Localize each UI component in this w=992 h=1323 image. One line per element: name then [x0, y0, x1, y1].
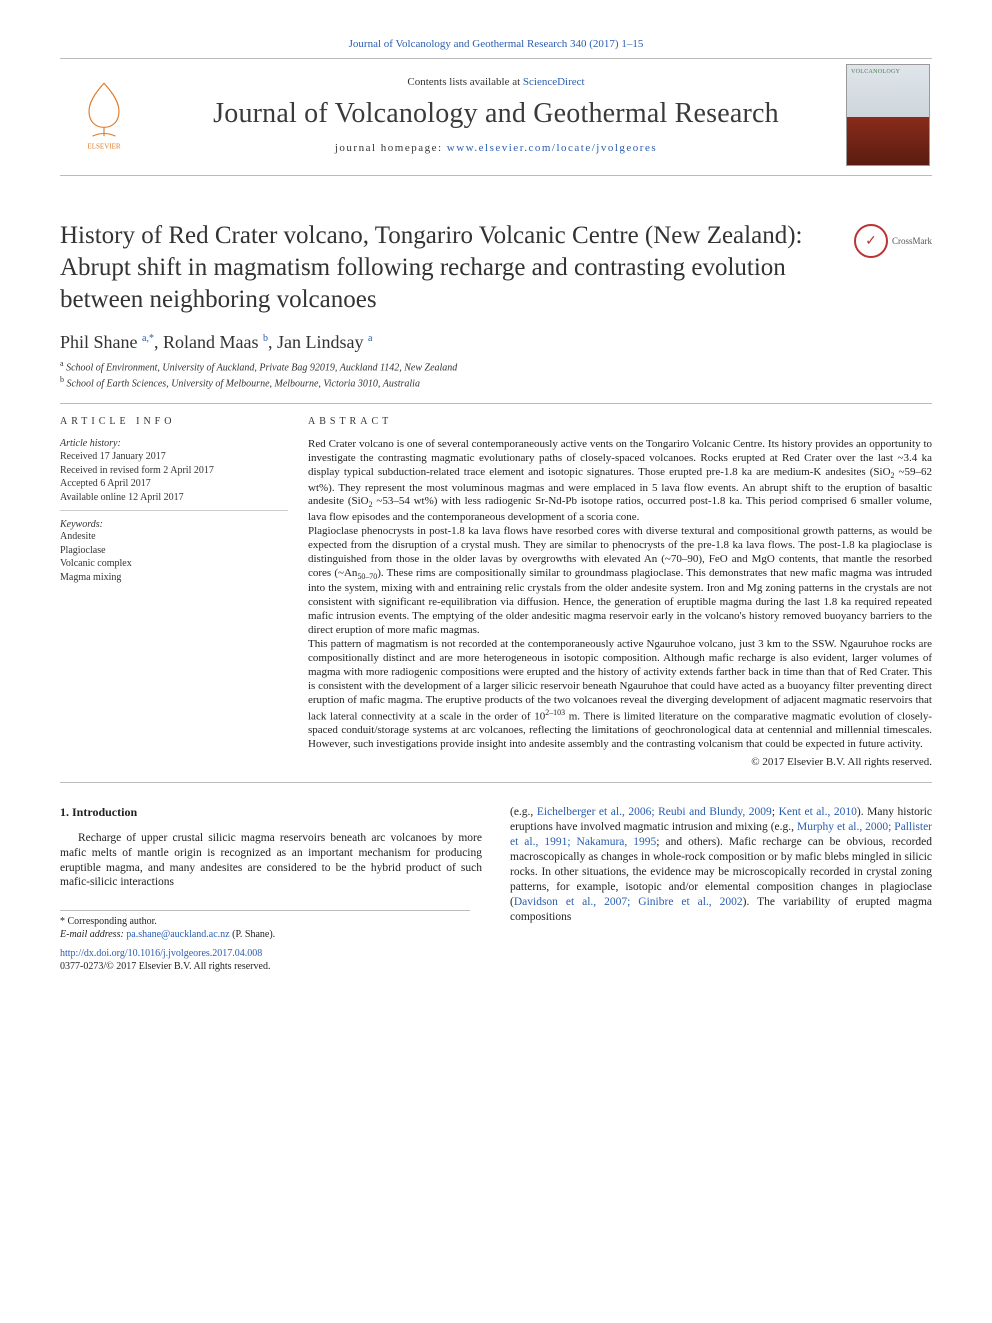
- corresponding-email[interactable]: pa.shane@auckland.ac.nz: [126, 929, 229, 940]
- sciencedirect-link[interactable]: ScienceDirect: [523, 76, 585, 88]
- rule: [60, 782, 932, 783]
- article-info: article info Article history: Received 1…: [60, 416, 308, 770]
- rule: [60, 403, 932, 404]
- history-heading: Article history:: [60, 437, 288, 451]
- contents-prefix: Contents lists available at: [407, 76, 522, 88]
- contents-line: Contents lists available at ScienceDirec…: [156, 76, 836, 88]
- keyword: Magma mixing: [60, 571, 288, 585]
- doi-block: http://dx.doi.org/10.1016/j.jvolgeores.2…: [60, 947, 932, 973]
- elsevier-tree-icon: ELSEVIER: [73, 78, 135, 152]
- history-accepted: Accepted 6 April 2017: [60, 477, 288, 491]
- keyword: Volcanic complex: [60, 557, 288, 571]
- corresponding-author: * Corresponding author.: [60, 915, 470, 928]
- abstract-para-2: Plagioclase phenocrysts in post-1.8 ka l…: [308, 525, 932, 638]
- history-revised: Received in revised form 2 April 2017: [60, 464, 288, 478]
- affiliation-a: a School of Environment, University of A…: [60, 359, 932, 375]
- authors: Phil Shane a,*, Roland Maas b, Jan Linds…: [60, 332, 932, 353]
- intro-heading: 1. Introduction: [60, 805, 482, 821]
- abstract-copyright: © 2017 Elsevier B.V. All rights reserved…: [308, 756, 932, 770]
- crossmark-badge[interactable]: ✓ CrossMark: [854, 224, 932, 258]
- journal-name: Journal of Volcanology and Geothermal Re…: [156, 98, 836, 130]
- abstract-para-3: This pattern of magmatism is not recorde…: [308, 638, 932, 752]
- masthead: ELSEVIER Contents lists available at Sci…: [60, 58, 932, 176]
- affiliations: a School of Environment, University of A…: [60, 359, 932, 391]
- keywords-heading: Keywords:: [60, 519, 288, 530]
- history-received: Received 17 January 2017: [60, 450, 288, 464]
- svg-text:ELSEVIER: ELSEVIER: [87, 142, 121, 150]
- citation-link[interactable]: Davidson et al., 2007; Ginibre et al., 2…: [514, 896, 743, 908]
- keyword: Plagioclase: [60, 544, 288, 558]
- journal-homepage-link[interactable]: www.elsevier.com/locate/jvolgeores: [447, 142, 657, 154]
- crossmark-label: CrossMark: [892, 236, 932, 246]
- publisher-logo: ELSEVIER: [60, 78, 148, 152]
- running-head: Journal of Volcanology and Geothermal Re…: [60, 38, 932, 50]
- homepage-label: journal homepage:: [335, 142, 447, 154]
- doi-link[interactable]: http://dx.doi.org/10.1016/j.jvolgeores.2…: [60, 948, 262, 959]
- journal-homepage-line: journal homepage: www.elsevier.com/locat…: [156, 142, 836, 154]
- article-title: History of Red Crater volcano, Tongariro…: [60, 220, 820, 316]
- citation-link[interactable]: Eichelberger et al., 2006; Reubi and Blu…: [537, 806, 772, 818]
- footnotes: * Corresponding author. E-mail address: …: [60, 910, 470, 941]
- abstract: abstract Red Crater volcano is one of se…: [308, 416, 932, 770]
- body-col-right: (e.g., Eichelberger et al., 2006; Reubi …: [510, 805, 932, 941]
- body: 1. Introduction Recharge of upper crusta…: [60, 805, 932, 941]
- issn-copyright: 0377-0273/© 2017 Elsevier B.V. All right…: [60, 960, 932, 973]
- citation-link[interactable]: Kent et al., 2010: [779, 806, 857, 818]
- running-head-link[interactable]: Journal of Volcanology and Geothermal Re…: [349, 38, 644, 50]
- keyword: Andesite: [60, 530, 288, 544]
- article-info-heading: article info: [60, 416, 288, 427]
- intro-para-left: Recharge of upper crustal silicic magma …: [60, 831, 482, 891]
- journal-cover-label: VOLCANOLOGY: [851, 69, 900, 75]
- intro-para-right: (e.g., Eichelberger et al., 2006; Reubi …: [510, 805, 932, 925]
- body-col-left: 1. Introduction Recharge of upper crusta…: [60, 805, 482, 941]
- abstract-para-1: Red Crater volcano is one of several con…: [308, 438, 932, 524]
- crossmark-icon: ✓: [854, 224, 888, 258]
- abstract-heading: abstract: [308, 416, 932, 429]
- affiliation-b: b School of Earth Sciences, University o…: [60, 375, 932, 391]
- history-online: Available online 12 April 2017: [60, 491, 288, 505]
- corresponding-email-line: E-mail address: pa.shane@auckland.ac.nz …: [60, 928, 470, 941]
- journal-cover-thumbnail: VOLCANOLOGY: [846, 64, 930, 166]
